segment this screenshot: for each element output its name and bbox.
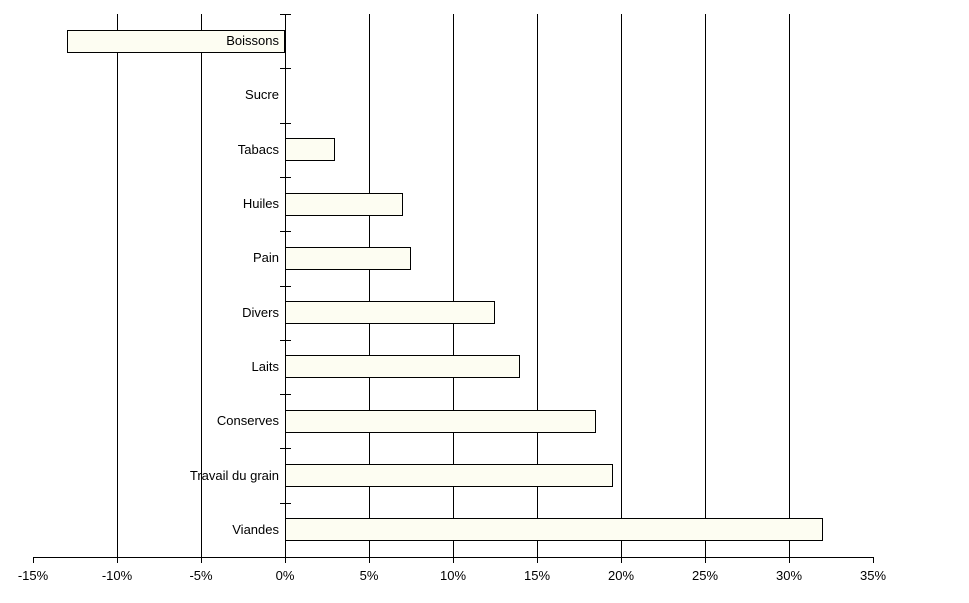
- bar-travail-du-grain: [285, 464, 613, 488]
- x-tick-label: -10%: [101, 568, 133, 583]
- x-tick-label: 30%: [775, 568, 803, 583]
- category-axis-tick: [280, 448, 291, 450]
- x-axis-tick: [621, 558, 622, 563]
- x-tick-label: 15%: [523, 568, 551, 583]
- category-label-laits: Laits: [251, 358, 279, 374]
- category-axis-tick: [280, 231, 291, 233]
- category-axis-tick: [280, 394, 291, 396]
- category-label-divers: Divers: [242, 304, 279, 320]
- gridline-15pct: [537, 14, 538, 557]
- category-label-viandes: Viandes: [232, 521, 279, 537]
- x-axis-tick: [201, 558, 202, 563]
- category-axis-tick: [280, 339, 291, 341]
- x-axis-tick: [117, 558, 118, 563]
- bar-divers: [285, 301, 495, 325]
- bar-viandes: [285, 518, 823, 542]
- x-tick-label: 10%: [439, 568, 467, 583]
- x-tick-label: 20%: [607, 568, 635, 583]
- gridline-20pct: [621, 14, 622, 557]
- x-axis-tick: [705, 558, 706, 563]
- category-axis-tick: [280, 176, 291, 178]
- x-axis-tick: [873, 558, 874, 563]
- gridline--5pct: [201, 14, 202, 557]
- category-label-huiles: Huiles: [242, 196, 279, 212]
- category-label-tabacs: Tabacs: [237, 141, 279, 157]
- category-label-travail-du-grain: Travail du grain: [189, 467, 279, 483]
- category-axis-tick: [280, 68, 291, 70]
- bar-tabacs: [285, 138, 336, 162]
- x-tick-label: 5%: [359, 568, 379, 583]
- category-label-boissons: Boissons: [226, 33, 279, 49]
- gridline-30pct: [789, 14, 790, 557]
- x-tick-label: 25%: [691, 568, 719, 583]
- bar-boissons: [66, 29, 285, 53]
- x-axis-tick: [789, 558, 790, 563]
- category-label-conserves: Conserves: [216, 413, 279, 429]
- gridline-10pct: [453, 14, 454, 557]
- x-tick-label: 35%: [859, 568, 887, 583]
- bar-pain: [285, 246, 411, 270]
- x-axis-tick: [369, 558, 370, 563]
- x-axis: [33, 557, 874, 558]
- x-axis-tick: [285, 558, 286, 563]
- bar-conserves: [285, 409, 596, 433]
- category-axis-tick: [280, 502, 291, 504]
- x-axis-tick: [33, 558, 34, 563]
- x-tick-label: 0%: [275, 568, 295, 583]
- bar-laits: [285, 355, 521, 379]
- x-tick-label: -5%: [189, 568, 213, 583]
- x-axis-tick: [537, 558, 538, 563]
- x-axis-tick: [453, 558, 454, 563]
- category-axis-tick: [280, 122, 291, 124]
- category-axis-tick: [280, 14, 291, 15]
- gridline-25pct: [705, 14, 706, 557]
- bar-huiles: [285, 192, 403, 216]
- category-label-sucre: Sucre: [245, 87, 279, 103]
- x-tick-label: -15%: [17, 568, 49, 583]
- category-axis-tick: [280, 285, 291, 287]
- gridline-5pct: [369, 14, 370, 557]
- gridline--10pct: [117, 14, 118, 557]
- category-label-pain: Pain: [252, 250, 279, 266]
